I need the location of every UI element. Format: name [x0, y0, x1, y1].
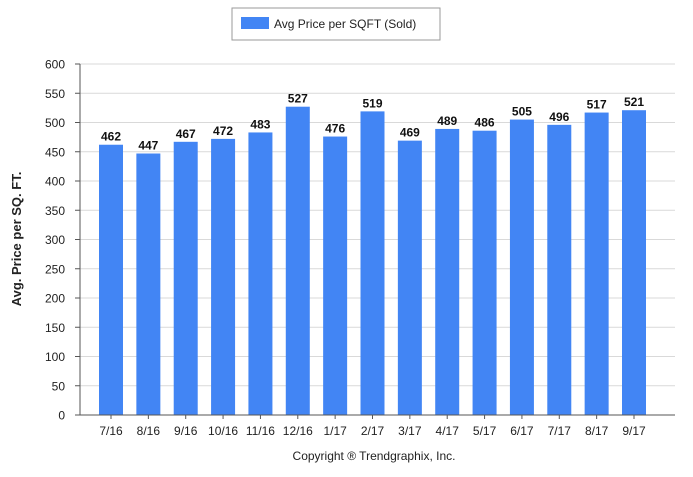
bar — [397, 140, 422, 415]
bar-value-label: 467 — [176, 127, 196, 141]
x-tick-label: 10/16 — [208, 424, 238, 438]
bar-value-label: 472 — [213, 124, 233, 138]
bar — [211, 138, 236, 415]
bar-value-label: 519 — [362, 96, 382, 110]
legend: Avg Price per SQFT (Sold) — [231, 7, 441, 41]
y-tick-label: 0 — [58, 409, 65, 423]
x-tick-label: 7/16 — [99, 424, 123, 438]
x-axis-ticks: 7/16 8/16 9/16 10/16 11/16 12/16 1/17 2/17 3/17 4… — [99, 415, 646, 438]
bar-value-label: 476 — [325, 122, 345, 136]
x-tick-label: 1/17 — [323, 424, 347, 438]
x-tick-label: 6/17 — [510, 424, 534, 438]
bar — [285, 106, 310, 415]
bar — [99, 144, 123, 416]
bar — [173, 141, 198, 415]
y-tick-label: 550 — [45, 87, 65, 101]
y-tick-label: 450 — [45, 145, 65, 159]
bar-value-label: 462 — [101, 130, 121, 144]
bar — [509, 119, 534, 415]
bar-value-label: 486 — [475, 116, 495, 130]
y-tick-label: 250 — [45, 262, 65, 276]
y-tick-label: 200 — [45, 292, 65, 306]
x-tick-label: 9/16 — [174, 424, 198, 438]
y-tick-label: 300 — [45, 233, 65, 247]
bar-value-label: 505 — [512, 105, 532, 119]
bar-value-label: 447 — [138, 139, 158, 153]
x-tick-label: 12/16 — [283, 424, 313, 438]
legend-label: Avg Price per SQFT (Sold) — [274, 17, 416, 31]
y-tick-label: 50 — [52, 379, 66, 393]
copyright-text: Copyright ® Trendgraphix, Inc. — [293, 449, 456, 463]
y-axis-title: Avg. Price per SQ. FT. — [9, 172, 24, 307]
bars — [99, 106, 646, 416]
bar-value-label: 469 — [400, 126, 420, 140]
bar-value-label: 521 — [624, 95, 644, 109]
bar-value-label: 527 — [288, 92, 308, 106]
bar-value-label: 489 — [437, 114, 457, 128]
y-axis-ticks: 0 50 100 150 200 250 300 350 400 450 500 550 600 — [45, 58, 80, 423]
y-tick-label: 500 — [45, 116, 65, 130]
x-tick-label: 8/17 — [585, 424, 609, 438]
bar — [360, 111, 385, 415]
x-tick-label: 3/17 — [398, 424, 422, 438]
bar-value-label: 496 — [549, 110, 569, 124]
y-tick-label: 350 — [45, 204, 65, 218]
x-tick-label: 4/17 — [436, 424, 460, 438]
x-tick-label: 8/16 — [137, 424, 161, 438]
legend-swatch — [241, 17, 269, 29]
x-tick-label: 9/17 — [622, 424, 646, 438]
bar-value-label: 517 — [587, 98, 607, 112]
y-tick-label: 600 — [45, 58, 65, 72]
bar — [547, 124, 572, 415]
y-tick-label: 100 — [45, 350, 65, 364]
x-tick-label: 7/17 — [548, 424, 572, 438]
plot-area: 0 50 100 150 200 250 300 350 400 450 500 550 600 462… — [45, 58, 675, 438]
bar — [435, 128, 460, 415]
y-tick-label: 150 — [45, 321, 65, 335]
bar — [622, 110, 646, 415]
bar — [472, 130, 497, 415]
x-tick-label: 2/17 — [361, 424, 385, 438]
bar — [323, 136, 348, 416]
bar — [584, 112, 609, 416]
x-tick-label: 11/16 — [246, 424, 275, 438]
x-tick-label: 5/17 — [473, 424, 497, 438]
bar — [248, 132, 273, 415]
bar — [136, 153, 161, 415]
bar-value-label: 483 — [250, 117, 270, 131]
y-tick-label: 400 — [45, 175, 65, 189]
bar-data-labels: 462 447 467 472 483 527 476 519 469 489 486 505 496 5… — [101, 92, 644, 153]
